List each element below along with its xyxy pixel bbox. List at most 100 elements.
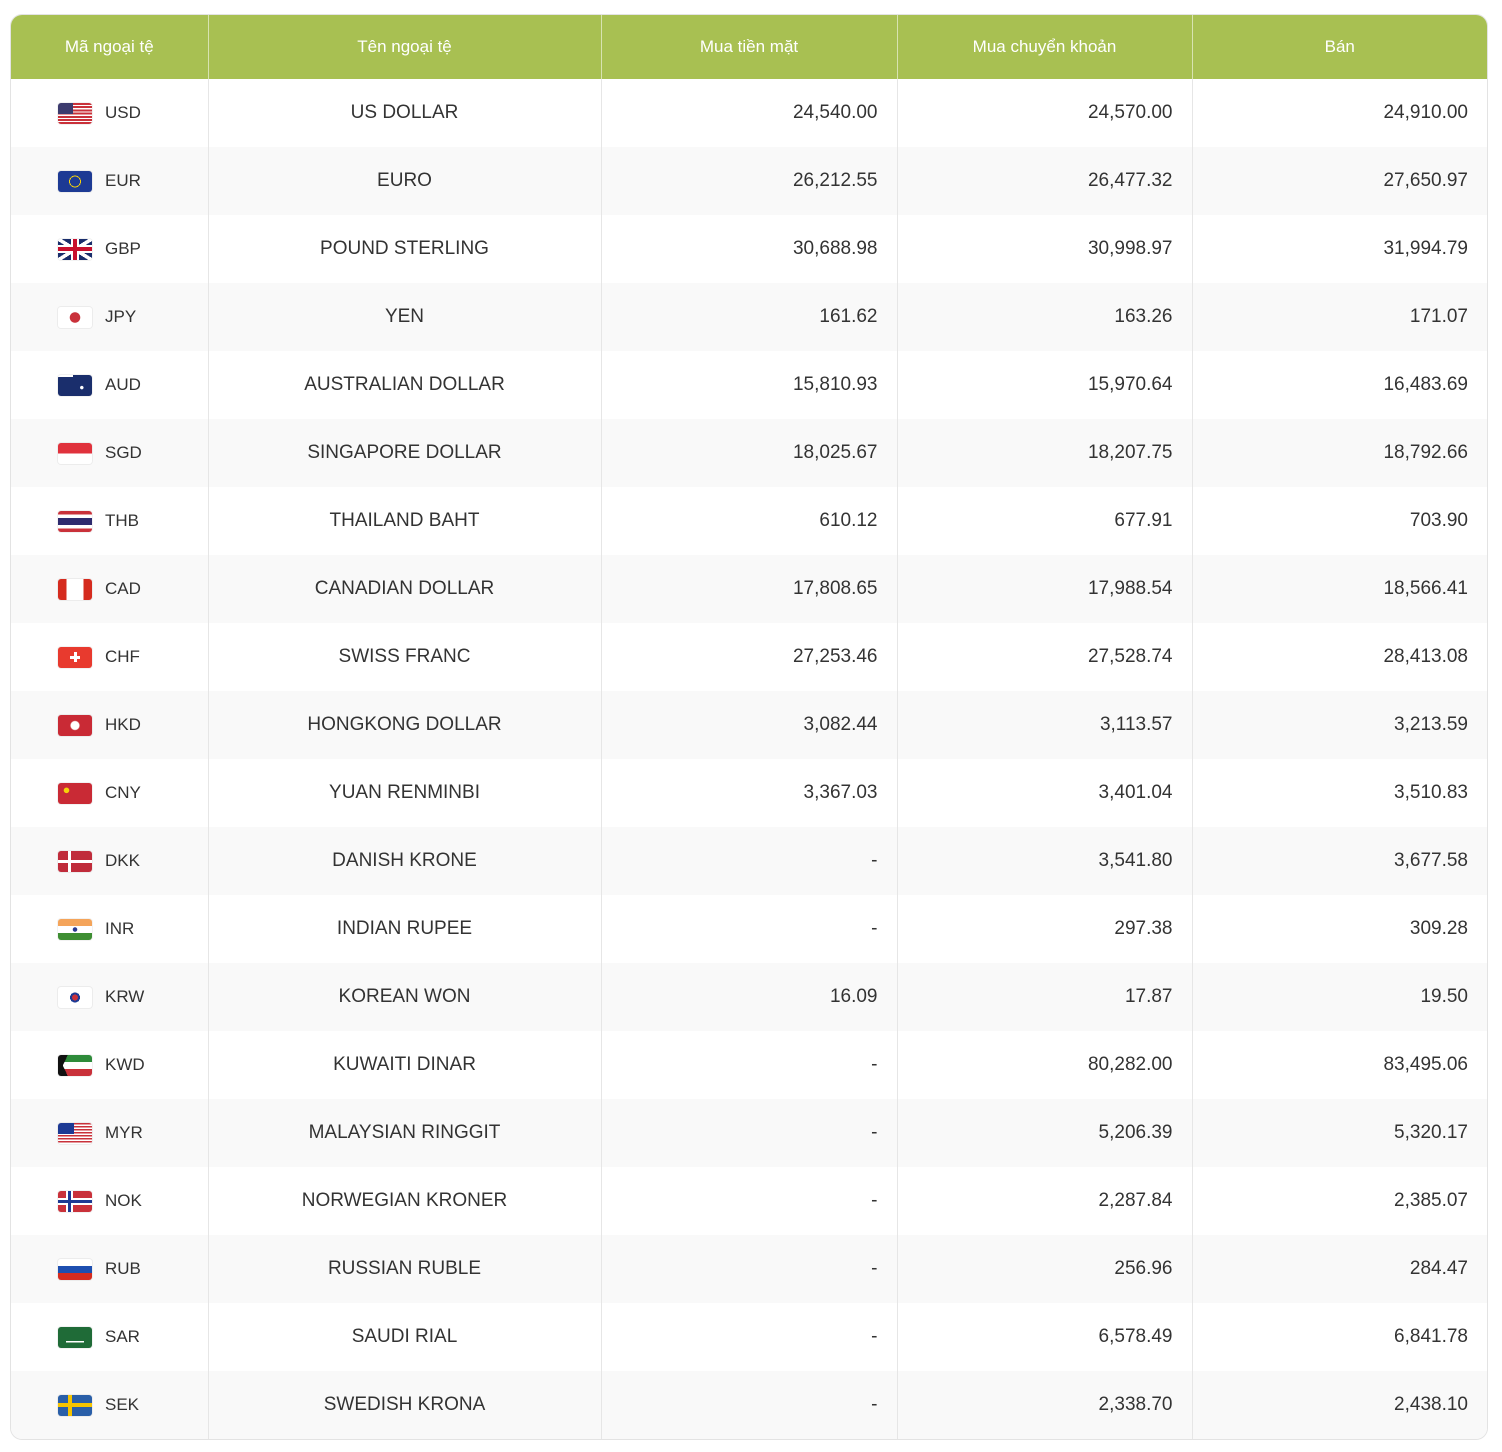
cash-buy-rate: 24,540.00 <box>601 79 898 147</box>
currency-name: EURO <box>208 147 602 215</box>
currency-code-cell: AUD <box>11 351 209 419</box>
cash-buy-rate: - <box>601 1099 898 1167</box>
cash-buy-rate: 18,025.67 <box>601 419 898 487</box>
header-sell: Bán <box>1192 15 1487 79</box>
currency-code-cell: KWD <box>11 1031 209 1099</box>
cash-buy-rate: - <box>601 895 898 963</box>
currency-name: YUAN RENMINBI <box>208 759 602 827</box>
currency-code: NOK <box>105 1191 142 1210</box>
currency-code-cell: JPY <box>11 283 209 351</box>
currency-code-cell: SAR <box>11 1303 209 1371</box>
table-row: MYR MALAYSIAN RINGGIT -5,206.39 5,320.17 <box>11 1099 1487 1167</box>
sell-rate: 5,320.17 <box>1192 1099 1487 1167</box>
table-row: SAR SAUDI RIAL -6,578.49 6,841.78 <box>11 1303 1487 1371</box>
currency-code-cell: THB <box>11 487 209 555</box>
currency-code: KRW <box>105 987 145 1006</box>
cash-buy-rate: 610.12 <box>601 487 898 555</box>
transfer-buy-rate: 3,113.57 <box>897 691 1193 759</box>
sell-rate: 18,792.66 <box>1192 419 1487 487</box>
transfer-buy-rate: 677.91 <box>897 487 1193 555</box>
transfer-buy-rate: 27,528.74 <box>897 623 1193 691</box>
transfer-buy-rate: 17.87 <box>897 963 1193 1031</box>
exchange-rate-table-container: Mã ngoại tệ Tên ngoại tệ Mua tiền mặt Mu… <box>10 14 1488 1440</box>
table-row: SEK SWEDISH KRONA -2,338.70 2,438.10 <box>11 1371 1487 1439</box>
flag-usd-icon <box>58 102 92 124</box>
flag-gbp-icon <box>58 238 92 260</box>
cash-buy-rate: - <box>601 1031 898 1099</box>
currency-name: THAILAND BAHT <box>208 487 602 555</box>
sell-rate: 3,213.59 <box>1192 691 1487 759</box>
table-row: KRW KOREAN WON 16.09 17.87 19.50 <box>11 963 1487 1031</box>
currency-name: DANISH KRONE <box>208 827 602 895</box>
currency-code: CNY <box>105 783 141 802</box>
currency-code-cell: CAD <box>11 555 209 623</box>
transfer-buy-rate: 2,338.70 <box>897 1371 1193 1439</box>
currency-code-cell: SEK <box>11 1371 209 1439</box>
table-row: DKK DANISH KRONE -3,541.80 3,677.58 <box>11 827 1487 895</box>
currency-code-cell: INR <box>11 895 209 963</box>
flag-sar-icon <box>58 1326 92 1348</box>
cash-buy-rate: - <box>601 827 898 895</box>
currency-code: INR <box>105 919 135 938</box>
flag-sgd-icon <box>58 442 92 464</box>
sell-rate: 18,566.41 <box>1192 555 1487 623</box>
header-transfer-buy: Mua chuyển khoản <box>897 15 1193 79</box>
flag-hkd-icon <box>58 714 92 736</box>
flag-kwd-icon <box>58 1054 92 1076</box>
sell-rate: 24,910.00 <box>1383 102 1468 123</box>
transfer-buy-rate: 297.38 <box>897 895 1193 963</box>
currency-code: SEK <box>105 1395 140 1414</box>
currency-code-cell: HKD <box>11 691 209 759</box>
sell-rate: 3,510.83 <box>1394 782 1468 803</box>
currency-code: USD <box>105 103 141 122</box>
header-cash-buy: Mua tiền mặt <box>601 15 898 79</box>
table-row: GBP POUND STERLING 30,688.98 30,998.97 31,99… <box>11 215 1487 283</box>
table-row: KWD KUWAITI DINAR -80,282.00 83,495.06 <box>11 1031 1487 1099</box>
cash-buy-rate: 26,212.55 <box>601 147 898 215</box>
table-row: CHF SWISS FRANC 27,253.46 27,528.74 28,413.0… <box>11 623 1487 691</box>
table-row: THB THAILAND BAHT 610.12 677.91 703.90 <box>11 487 1487 555</box>
cash-buy-rate: 161.62 <box>601 283 898 351</box>
transfer-buy-rate: 2,287.84 <box>897 1167 1193 1235</box>
sell-rate: 27,650.97 <box>1192 147 1487 215</box>
transfer-buy-rate: 3,541.80 <box>897 827 1193 895</box>
currency-name: HONGKONG DOLLAR <box>208 691 602 759</box>
currency-code-cell: MYR <box>11 1099 209 1167</box>
table-row: AUD AUSTRALIAN DOLLAR 15,810.93 15,970.64 16… <box>11 351 1487 419</box>
currency-code: CAD <box>105 579 141 598</box>
transfer-buy-rate: 26,477.32 <box>897 147 1193 215</box>
flag-eur-icon <box>58 170 92 192</box>
currency-name: POUND STERLING <box>208 215 602 283</box>
flag-inr-icon <box>58 918 92 940</box>
currency-name: RUSSIAN RUBLE <box>208 1235 602 1303</box>
currency-code: RUB <box>105 1259 141 1278</box>
cash-buy-rate: 3,082.44 <box>601 691 898 759</box>
sell-rate: 171.07 <box>1192 283 1487 351</box>
currency-code: SGD <box>105 443 142 462</box>
currency-code: DKK <box>105 851 140 870</box>
sell-rate: 284.47 <box>1192 1235 1487 1303</box>
transfer-buy-rate: 3,401.04 <box>897 759 1193 827</box>
currency-name: INDIAN RUPEE <box>208 895 602 963</box>
currency-name: AUSTRALIAN DOLLAR <box>208 351 602 419</box>
cash-buy-rate: - <box>601 1371 898 1439</box>
currency-code-cell: DKK <box>11 827 209 895</box>
table-row: RUB RUSSIAN RUBLE -256.96 284.47 <box>11 1235 1487 1303</box>
flag-krw-icon <box>58 986 92 1008</box>
table-row: JPY YEN 161.62 163.26 171.07 <box>11 283 1487 351</box>
currency-code: MYR <box>105 1123 143 1142</box>
currency-code-cell: RUB <box>11 1235 209 1303</box>
currency-name: CANADIAN DOLLAR <box>208 555 602 623</box>
sell-rate: 2,438.10 <box>1192 1371 1487 1439</box>
cash-buy-rate: 27,253.46 <box>601 623 898 691</box>
cash-buy-rate: 17,808.65 <box>601 555 898 623</box>
sell-rate: 2,385.07 <box>1394 1190 1468 1211</box>
transfer-buy-rate: 24,570.00 <box>897 79 1193 147</box>
sell-rate: 3,677.58 <box>1192 827 1487 895</box>
currency-code-cell: CNY <box>11 759 209 827</box>
table-header-row: Mã ngoại tệ Tên ngoại tệ Mua tiền mặt Mu… <box>11 15 1487 79</box>
flag-jpy-icon <box>58 306 92 328</box>
flag-cny-icon <box>58 782 92 804</box>
currency-name: YEN <box>208 283 602 351</box>
flag-rub-icon <box>58 1258 92 1280</box>
